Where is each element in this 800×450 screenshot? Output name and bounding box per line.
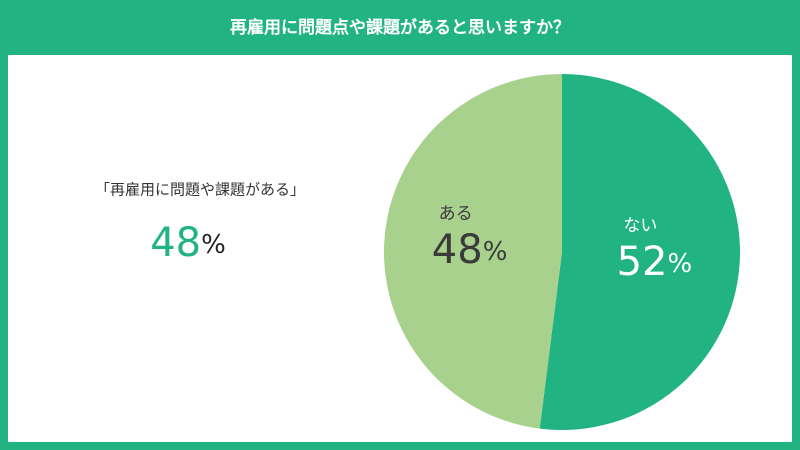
pie: ない 52% ある 48% (383, 74, 740, 430)
chart-title: 再雇用に問題点や課題があると思いますか？ (230, 17, 570, 38)
highlight-value: 48% (150, 220, 226, 266)
pie-slice (539, 74, 740, 430)
slice-value: 48 (432, 227, 483, 273)
slice-category: ない (623, 216, 657, 236)
slice-label: 52% (617, 239, 693, 285)
slice-unit: % (667, 248, 692, 278)
slice-label: 48% (432, 227, 508, 273)
annotation: 「再雇用に問題や課題がある」 (95, 181, 305, 199)
highlight-unit: % (201, 230, 226, 260)
pie-slice (383, 74, 562, 429)
slice-value: 52 (617, 239, 668, 285)
slice-unit: % (483, 237, 508, 267)
highlight-number: 48 (150, 220, 201, 266)
slice-category: ある (439, 204, 473, 224)
